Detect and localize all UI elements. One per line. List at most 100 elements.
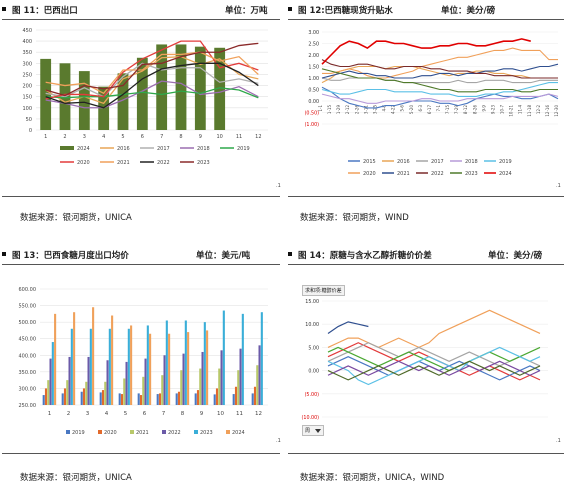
x-tick-label: 7-1	[436, 105, 441, 112]
y-tick-label: 150	[22, 95, 32, 101]
x-tick-label: 12-30	[554, 105, 559, 117]
bar-2022	[182, 353, 185, 405]
legend-label: 2024	[77, 146, 90, 152]
x-tick-label: 8	[181, 411, 185, 417]
bar-2024	[130, 325, 133, 405]
x-tick-label: 9	[200, 411, 204, 417]
divider	[288, 19, 564, 20]
legend-label: 2020	[363, 171, 376, 177]
y-tick-label: (5.00)	[305, 392, 320, 398]
bar-2020	[215, 388, 219, 405]
y-tick-label: (1.00)	[305, 122, 320, 128]
y-tick-label: 400	[22, 39, 32, 45]
x-tick-label: 1-29	[336, 105, 341, 115]
panel-header: 图 12:巴西糖现货升贴水 单位：美分/磅	[286, 0, 566, 18]
bar-2024	[54, 313, 57, 405]
chart-spot-premium: 3.00 2.50 2.00 1.50 1.00 0.50 0.00 (0.50) (1.00)…	[305, 30, 559, 177]
x-tick-label: 12	[255, 134, 261, 140]
x-tick-label: 10	[217, 411, 224, 417]
x-tick-label: 2	[63, 134, 66, 140]
bar-2023	[146, 325, 149, 405]
bar-2021	[123, 378, 126, 405]
panel-header: 图 13：巴西食糖月度出口均价 单位：美元/吨	[0, 245, 280, 263]
unit-label: 单位：美元/吨	[196, 251, 251, 261]
legend-label: 2019	[237, 146, 250, 152]
legend-label: 2022	[157, 160, 170, 166]
x-tick-label: 6	[141, 134, 144, 140]
bar-2021	[180, 370, 183, 405]
legend-label: 2017	[431, 159, 444, 165]
x-tick-label: 2-26	[354, 105, 359, 115]
y-tick-label: 600.00	[19, 287, 37, 293]
line-series-2024	[321, 38, 531, 65]
line-series-2015	[321, 86, 559, 109]
x-tick-label: 8-12	[463, 105, 468, 115]
legend-label: 2021	[117, 160, 130, 166]
line-series-2018	[45, 80, 259, 109]
x-tick-label: 8-26	[472, 105, 477, 115]
x-tick-label: 6	[143, 411, 147, 417]
x-tick-label: 11-18	[527, 105, 532, 117]
bar-2019	[194, 393, 197, 405]
y-tick-label: 0.50	[308, 88, 319, 94]
legend-label: 2022	[431, 171, 444, 177]
pivot-field-button[interactable]: 求和项:糖醇价差	[302, 285, 345, 296]
y-tick-label: 450	[22, 28, 32, 34]
y-tick-label: 0	[29, 128, 32, 134]
x-tick-label: 3-25	[372, 105, 377, 115]
bar-2022	[87, 356, 90, 405]
x-tick-label: 6-3	[418, 105, 423, 112]
x-tick-label: 5	[124, 411, 128, 417]
legend-label: 2016	[397, 159, 410, 165]
legend-label: 2016	[117, 146, 130, 152]
line-series-2021	[45, 51, 259, 95]
line-series-s5	[327, 346, 541, 372]
bar-2022	[49, 358, 52, 405]
bar-2020	[196, 390, 200, 405]
source-note: 数据来源：银河期货，UNICA	[20, 473, 132, 483]
bar-2023	[51, 342, 54, 405]
x-tick-label: 1	[44, 134, 47, 140]
x-tick-label: 12-2	[536, 105, 541, 115]
x-tick-label: 9	[199, 134, 202, 140]
bar-2022	[68, 356, 71, 405]
filter-dropdown-icon	[314, 428, 321, 433]
panel-sugar-ethanol-spread: 图 14：原糖与含水乙醇折糖价价差 单位：美分/磅 求和项:糖醇价差 15.00…	[286, 245, 566, 495]
bar-2024	[206, 330, 209, 405]
legend-label: 2022	[168, 430, 181, 436]
week-filter-button[interactable]: 周	[302, 425, 324, 436]
y-tick-label: 50	[26, 117, 32, 123]
legend-label: 2023	[465, 171, 478, 177]
x-tick-label: 9-23	[490, 105, 495, 115]
source-note: 数据来源：银河期货，UNICA，WIND	[300, 473, 445, 483]
legend-label: 2018	[197, 146, 210, 152]
y-tick-label: 5.00	[308, 345, 319, 351]
panel-brazil-exports: 图 11：巴西出口 单位：万吨 0 50 100 150 200 250 300 350 400…	[0, 0, 281, 235]
bar-2019	[137, 393, 140, 405]
y-tick-label: 550.00	[19, 304, 37, 310]
divider	[2, 264, 280, 265]
x-tick-label: 10-21	[509, 105, 514, 117]
bar-2024	[149, 333, 152, 405]
bar-2024	[194, 46, 206, 130]
y-tick-label: 0.00	[308, 99, 319, 105]
line-series-2018	[321, 93, 559, 104]
legend-label: 2018	[465, 159, 478, 165]
bar-2020	[120, 394, 124, 405]
x-tick-label: 10	[216, 134, 222, 140]
y-tick-label: 300.00	[19, 386, 37, 392]
bar-2019	[61, 393, 64, 405]
legend-label: 2021	[397, 171, 410, 177]
x-tick-label: 1-1	[318, 105, 323, 112]
bullet-icon	[288, 7, 292, 11]
x-tick-label: 1	[48, 411, 52, 417]
legend-label: 2020	[77, 160, 90, 166]
y-tick-label: 250	[22, 72, 32, 78]
bar-2021	[199, 368, 202, 405]
x-tick-label: 12	[255, 411, 262, 417]
legend-swatch	[130, 430, 134, 434]
legend-swatch	[194, 430, 198, 434]
unit-label: 单位：美分/磅	[441, 6, 496, 16]
bar-2022	[258, 345, 261, 405]
